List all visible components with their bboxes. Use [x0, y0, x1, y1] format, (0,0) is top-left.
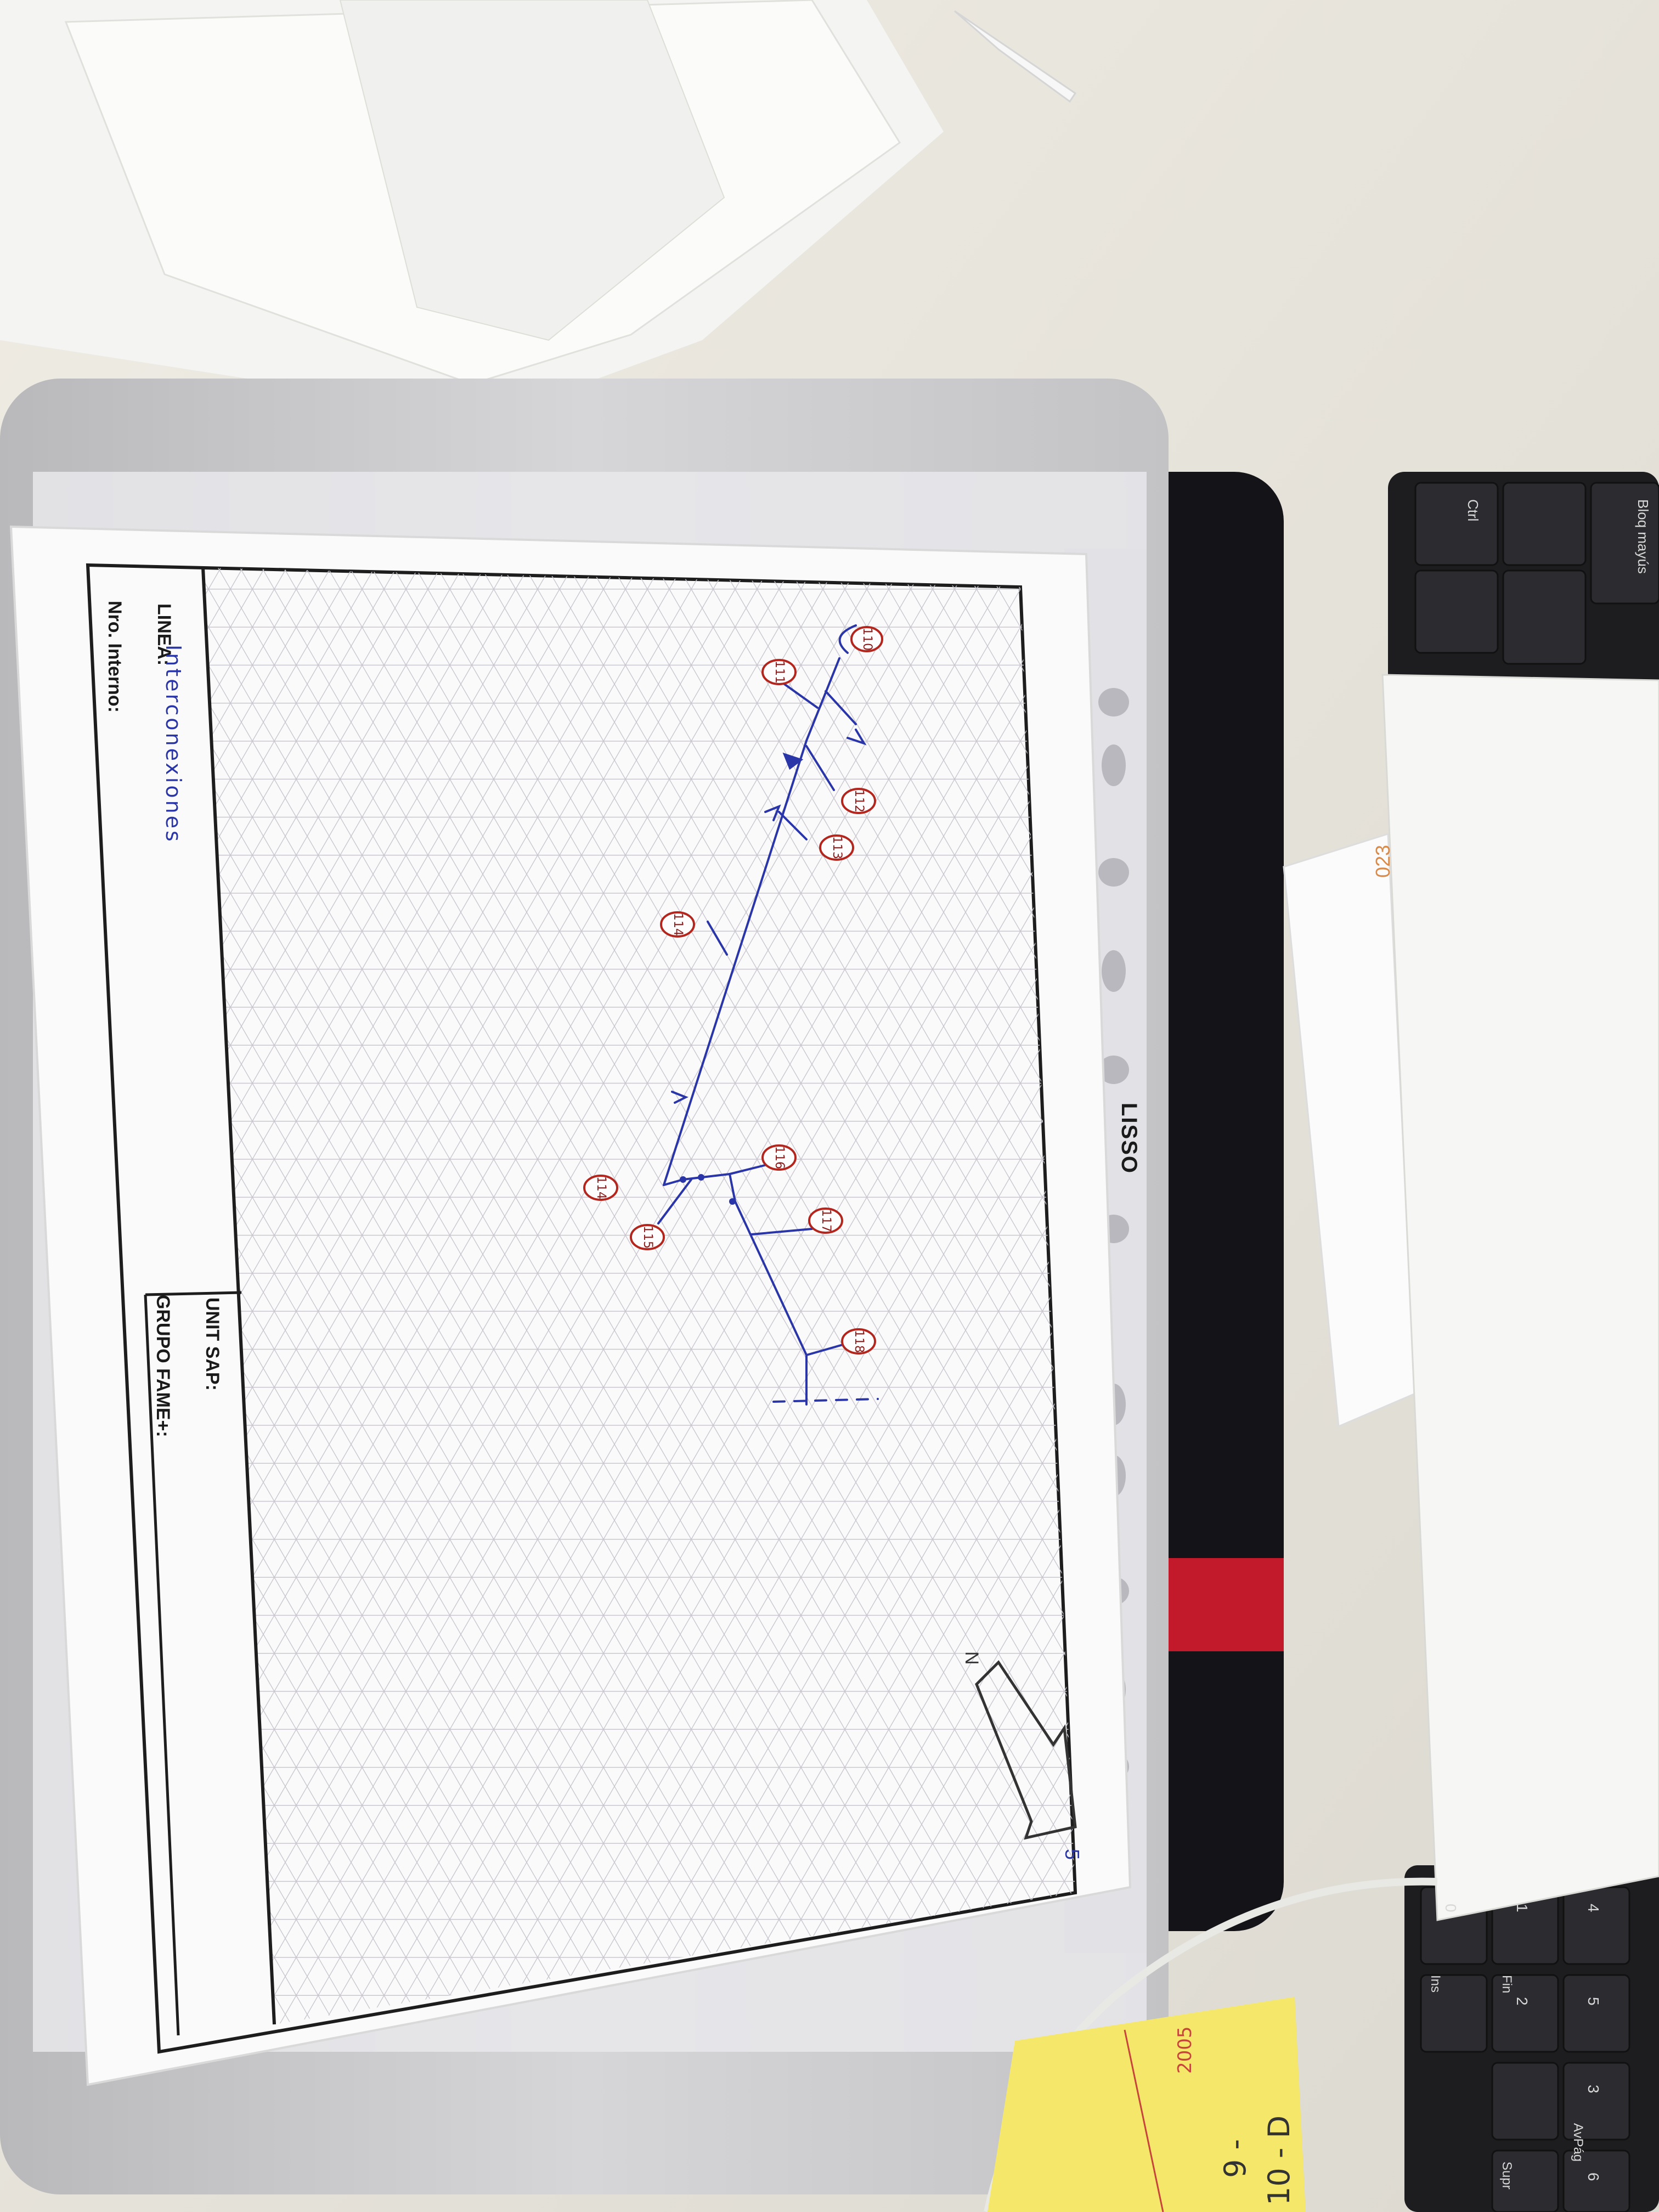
tag-bubble	[808, 1207, 843, 1234]
sticky-line-2: 9 -	[1218, 2138, 1252, 2178]
key-3: 3	[1585, 2085, 1602, 2094]
key-caps-lock: Bloq mayús	[1635, 499, 1651, 574]
sticky-line-1: 10 - D	[1262, 2115, 1296, 2205]
tag-number-115: 115	[641, 1226, 654, 1249]
tag-labels: 110 111 112 113 114 114 115 116 117 118	[594, 628, 874, 1353]
key-ins: Ins	[1428, 1975, 1443, 1993]
north-arrow	[975, 1660, 1077, 1840]
tag-bubble	[841, 1328, 876, 1355]
key-2: 2	[1514, 1997, 1531, 2006]
tag-number-118: 118	[852, 1330, 866, 1353]
key-5: 5	[1585, 1997, 1602, 2006]
key-0: 0	[1442, 1904, 1459, 1912]
key-ctrl: Ctrl	[1465, 499, 1481, 522]
tag-bubble	[819, 834, 854, 861]
tag-bubble	[850, 626, 883, 652]
tag-number-110: 110	[860, 628, 874, 651]
north-letter: N	[961, 1651, 982, 1665]
internal-number-label: Nro. Interno:	[104, 601, 125, 713]
tag-number-112: 112	[852, 789, 866, 812]
unit-sap-label: UNIT SAP:	[202, 1297, 223, 1391]
tag-number-117: 117	[819, 1209, 833, 1232]
tag-bubble	[841, 788, 876, 814]
tag-number-116: 116	[772, 1146, 786, 1169]
tag-bubbles	[583, 626, 883, 1355]
tag-number-114: 114	[671, 913, 685, 936]
tissue-paper	[0, 0, 944, 417]
sticky-note	[988, 1997, 1306, 2212]
key-fin: Fin	[1499, 1975, 1514, 1994]
grupo-fame-label: GRUPO FAME+:	[153, 1295, 173, 1437]
key-supr: Supr	[1499, 2162, 1514, 2190]
sheet-number: 5	[1061, 1849, 1084, 1860]
sticky-line-3: 2005	[1174, 2026, 1196, 2074]
tag-bubble	[630, 1224, 665, 1250]
tag-bubble	[660, 911, 695, 938]
envelope-print: 023	[1372, 844, 1394, 878]
tag-number-113: 113	[830, 836, 844, 859]
pipe-joints	[680, 1174, 736, 1205]
tag-bubble	[761, 659, 797, 685]
tag-bubble	[761, 1144, 797, 1171]
key-6: 6	[1585, 2172, 1602, 2181]
piping-sketch	[657, 624, 879, 1406]
keyboard	[1388, 472, 1659, 2212]
isometric-sheet	[9, 525, 1132, 2086]
tag-number-114: 114	[594, 1176, 608, 1199]
tag-number-111: 111	[772, 661, 786, 684]
tag-bubble	[583, 1175, 618, 1201]
key-4: 4	[1585, 1904, 1602, 1912]
envelopes	[1283, 674, 1659, 1921]
white-pen	[954, 10, 1077, 103]
key-1: 1	[1514, 1904, 1531, 1912]
key-avpag: AvPág	[1571, 2123, 1585, 2162]
binder-brand: LISSO	[1117, 1103, 1141, 1175]
line-value: Interconexiones	[161, 645, 185, 844]
